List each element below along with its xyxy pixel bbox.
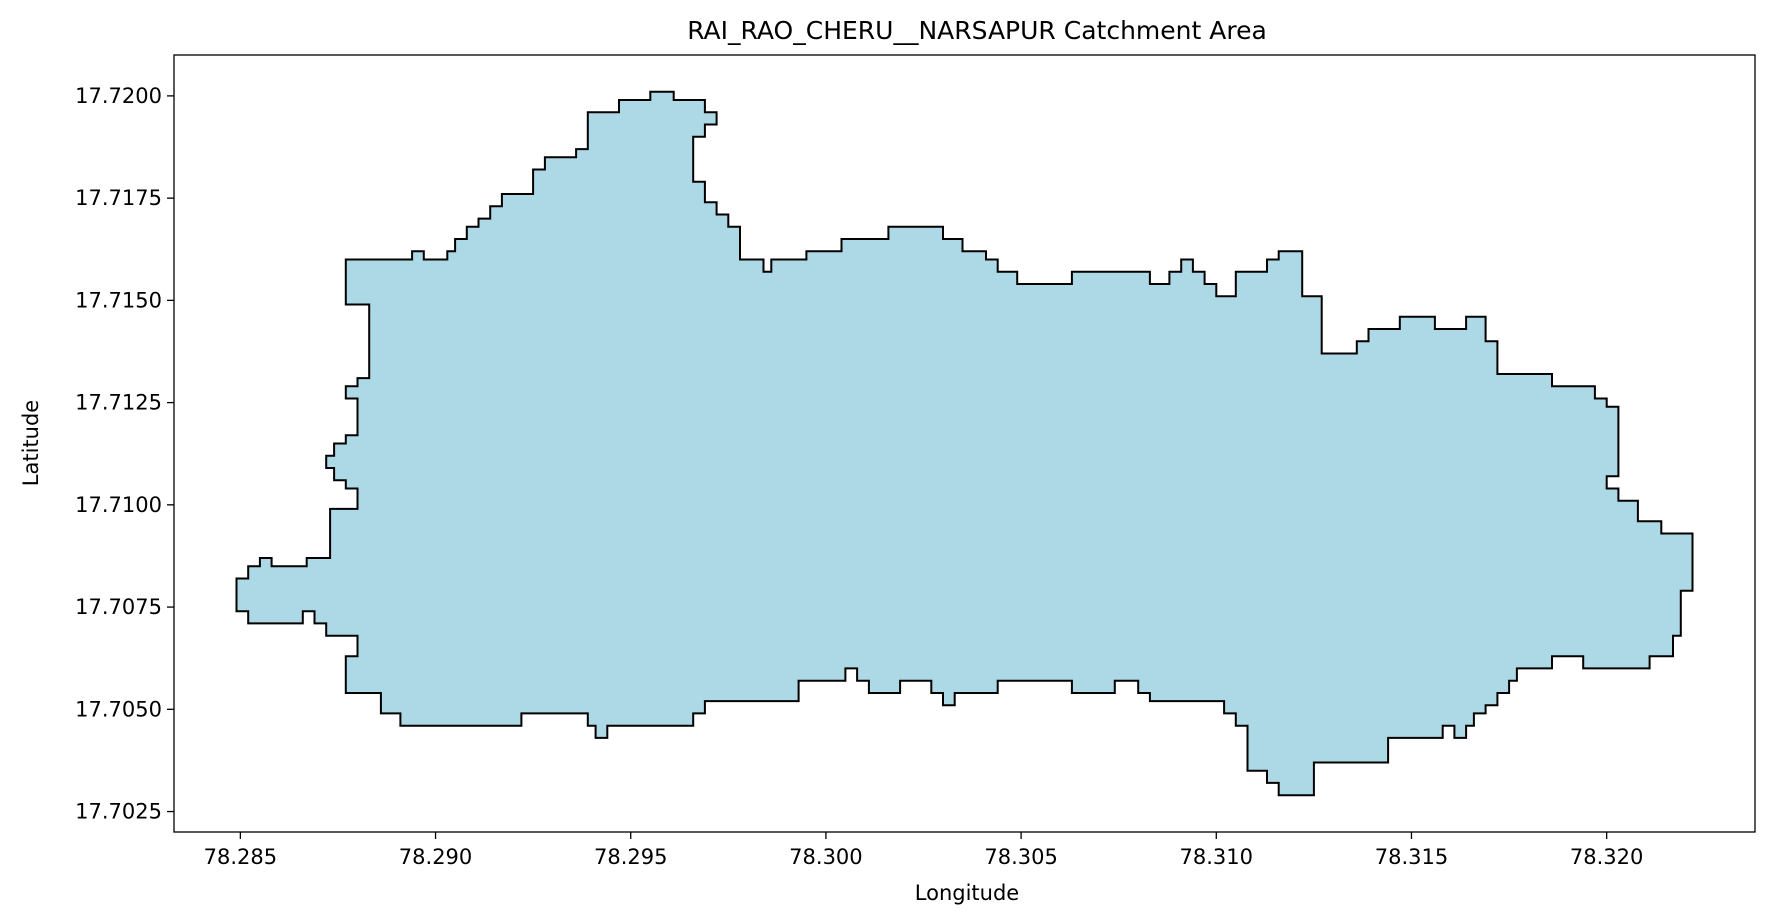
- y-axis-label: Latitude: [19, 400, 43, 486]
- y-tick-label: 17.7200: [75, 84, 162, 108]
- y-tick-label: 17.7025: [75, 800, 162, 824]
- x-tick-label: 78.310: [1180, 845, 1253, 869]
- y-tick-label: 17.7175: [75, 186, 162, 210]
- catchment-polygon: [235, 90, 1694, 797]
- y-tick-label: 17.7100: [75, 493, 162, 517]
- x-axis-ticks: 78.285 78.290 78.295 78.300 78.305 78.310 78.3…: [204, 832, 1643, 869]
- chart-title: RAI_RAO_CHERU__NARSAPUR Catchment Area: [687, 16, 1267, 45]
- y-axis-ticks: 17.7025 17.7050 17.7075 17.7100 17.7125 17.71…: [75, 84, 174, 824]
- y-tick-label: 17.7050: [75, 697, 162, 721]
- x-tick-label: 78.290: [399, 845, 472, 869]
- plot-area: [235, 90, 1694, 797]
- x-tick-label: 78.305: [984, 845, 1057, 869]
- x-axis-label: Longitude: [915, 881, 1019, 905]
- y-tick-label: 17.7075: [75, 595, 162, 619]
- x-tick-label: 78.320: [1570, 845, 1643, 869]
- y-tick-label: 17.7125: [75, 391, 162, 415]
- x-tick-label: 78.300: [789, 845, 862, 869]
- axes-frame: [173, 54, 1756, 833]
- x-tick-label: 78.285: [204, 845, 277, 869]
- x-tick-label: 78.315: [1375, 845, 1448, 869]
- y-tick-label: 17.7150: [75, 288, 162, 312]
- x-tick-label: 78.295: [594, 845, 667, 869]
